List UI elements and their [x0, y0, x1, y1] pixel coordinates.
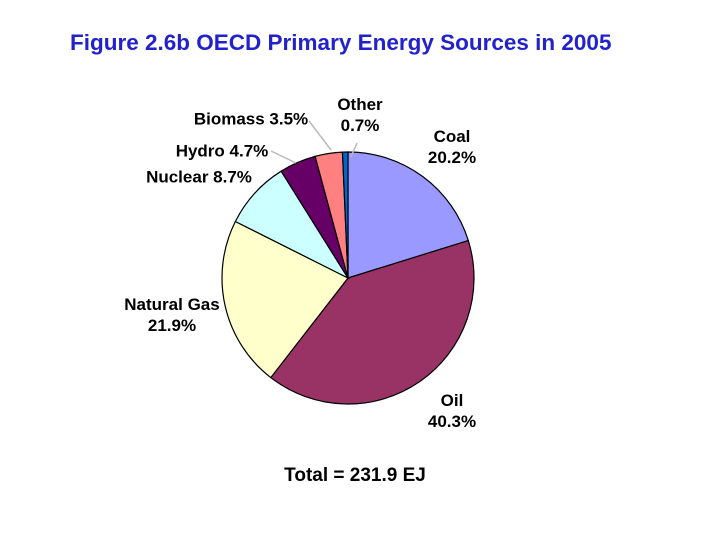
slice-label-hydro-pct: 4.7%: [229, 141, 269, 161]
slice-label-hydro-name: Hydro: [175, 141, 225, 161]
slice-label-oil: Oil 40.3%: [428, 390, 476, 432]
pie-slice-other: [341, 151, 349, 279]
slice-label-biomass: Biomass 3.5%: [194, 109, 308, 130]
pie-slice-natural-gas: [221, 220, 349, 379]
slice-label-other: Other 0.7%: [337, 94, 382, 136]
leader-line-other: [350, 142, 358, 158]
total-label: Total = 231.9 EJ: [284, 465, 426, 486]
pie-slice-oil: [269, 239, 475, 405]
leader-line-biomass: [308, 120, 332, 151]
slice-label-biomass-pct: 3.5%: [269, 109, 309, 129]
slice-label-coal-name: Coal: [433, 127, 471, 146]
slice-label-oil-pct: 40.3%: [427, 412, 477, 431]
slice-label-nuclear-pct: 8.7%: [213, 167, 252, 187]
pie-slices-group: [221, 151, 475, 405]
slice-label-nuclear: Nuclear 8.7%: [146, 167, 252, 188]
slice-label-natural-gas-pct: 21.9%: [147, 316, 197, 335]
slice-label-other-pct: 0.7%: [340, 116, 380, 135]
slice-label-oil-name: Oil: [440, 391, 464, 410]
leader-line-hydro: [270, 150, 297, 164]
pie-slice-coal: [347, 151, 470, 279]
slice-label-coal: Coal 20.2%: [428, 126, 476, 168]
page-title: Figure 2.6b OECD Primary Energy Sources …: [70, 30, 612, 55]
slice-label-hydro: Hydro 4.7%: [176, 141, 269, 162]
slice-label-biomass-name: Biomass: [193, 109, 265, 129]
slice-label-nuclear-name: Nuclear: [146, 167, 209, 187]
slice-label-natural-gas-name: Natural Gas: [124, 295, 220, 314]
slice-label-coal-pct: 20.2%: [427, 148, 477, 167]
slice-label-other-name: Other: [337, 95, 383, 114]
slice-label-natural-gas: Natural Gas 21.9%: [124, 294, 219, 336]
